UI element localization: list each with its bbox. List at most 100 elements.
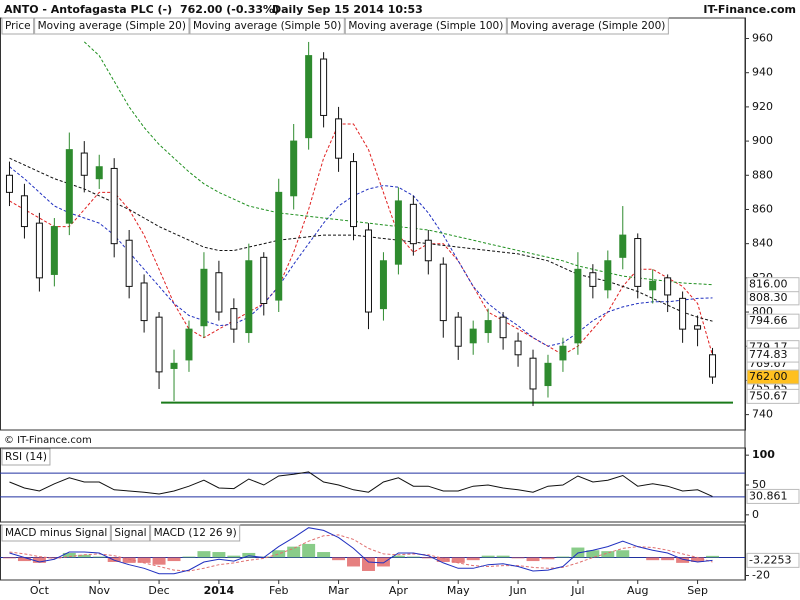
candle-body [230, 308, 238, 330]
candle-body [679, 297, 687, 330]
legend-box [1, 17, 35, 35]
x-tick-label: Feb [269, 584, 288, 597]
histogram-bar [661, 557, 675, 561]
legend-box [189, 17, 345, 35]
histogram-bar [406, 556, 420, 558]
histogram-bar [421, 557, 435, 559]
legend-box [110, 524, 151, 542]
x-tick-label: Mar [328, 584, 349, 597]
value-label: 30.861 [749, 489, 788, 502]
value-tag [746, 347, 800, 363]
y-tick-label: 880 [752, 168, 773, 181]
candle-body [350, 161, 358, 228]
x-tick-label: Nov [88, 584, 110, 597]
y-tick-label: 860 [752, 202, 773, 215]
y-tick-label: 940 [752, 66, 773, 79]
histogram-bar [526, 557, 540, 562]
histogram-bar [167, 557, 181, 562]
candle-body [125, 239, 133, 287]
candle-body [170, 362, 178, 369]
watermark: © IT-Finance.com [4, 435, 92, 446]
histogram-bar [601, 551, 615, 558]
candle-body [694, 325, 702, 330]
candle-body [140, 282, 148, 322]
histogram-bar [451, 557, 465, 563]
candle-body [379, 260, 387, 310]
y-tick-label: 960 [752, 32, 773, 45]
value-label: 750.67 [749, 389, 788, 402]
x-tick-label: 2014 [204, 584, 235, 597]
legend-box [1, 448, 51, 466]
candle-body [649, 280, 657, 291]
candle-body [320, 58, 328, 116]
histogram-bar [466, 557, 480, 561]
candle-body [484, 320, 492, 334]
legend-entry: RSI (14) [5, 451, 47, 463]
candle-body [634, 238, 642, 287]
legend-entry: Moving average (Simple 20) [38, 20, 186, 32]
y-tick-label: 50 [752, 478, 766, 491]
histogram-bar [3, 557, 16, 559]
value-label: 816.00 [749, 278, 788, 291]
histogram-bar [317, 552, 331, 558]
value-label: 762.00 [749, 370, 788, 383]
candle-body [260, 256, 268, 304]
candle-body [454, 316, 462, 347]
candle-body [290, 140, 298, 197]
histogram-bar [332, 557, 346, 561]
x-tick-label: Jun [508, 584, 526, 597]
histogram-bar [646, 557, 660, 561]
candle-body [604, 260, 612, 291]
candle-body [574, 268, 582, 344]
x-tick-label: May [447, 584, 470, 597]
y-tick-label: 0 [752, 508, 759, 521]
x-tick-label: Dec [148, 584, 169, 597]
candle-body [664, 277, 672, 296]
histogram-bar [541, 557, 555, 560]
candle-body [559, 345, 567, 361]
value-tag [746, 369, 800, 385]
candle-body [529, 357, 537, 390]
histogram-bar [376, 557, 390, 567]
histogram-bar [197, 551, 211, 558]
value-label: 808.30 [749, 291, 788, 304]
legend-entry: Moving average (Simple 200) [510, 20, 665, 32]
legend-box [1, 524, 111, 542]
histogram-bar [62, 552, 76, 558]
histogram-bar [152, 557, 166, 565]
x-tick-label: Sep [687, 584, 708, 597]
value-tag [746, 552, 800, 568]
legend-box [150, 524, 241, 542]
value-tag [746, 388, 800, 404]
y-tick-label: 100 [752, 448, 775, 461]
x-tick-label: Jul [570, 584, 584, 597]
candle-body [544, 362, 552, 387]
value-label: 774.83 [749, 348, 788, 361]
legend-entry: Signal [114, 527, 146, 539]
y-tick-label: -20 [752, 568, 770, 581]
histogram-bar [77, 554, 91, 558]
candle-body [409, 203, 417, 245]
histogram-bar [391, 555, 405, 558]
candle-body [364, 229, 372, 313]
y-tick-label: 840 [752, 237, 773, 250]
histogram-bar [586, 550, 600, 558]
quote: 762.00 (-0.33%) [180, 3, 279, 16]
candle-body [709, 354, 717, 378]
histogram-bar [556, 556, 570, 558]
candle-body [155, 316, 163, 373]
macd-line [9, 527, 713, 575]
candle-body [335, 118, 343, 159]
histogram-bar [182, 556, 196, 558]
histogram-bar [362, 557, 375, 571]
candle-body [185, 328, 193, 361]
candle-body [110, 167, 118, 245]
x-tick-label: Aug [627, 584, 648, 597]
histogram-bar [92, 556, 106, 558]
histogram-bar [32, 557, 46, 563]
candle-body [305, 55, 313, 139]
candle-body [499, 316, 507, 339]
value-tag [746, 488, 800, 504]
histogram-bar [496, 555, 510, 558]
